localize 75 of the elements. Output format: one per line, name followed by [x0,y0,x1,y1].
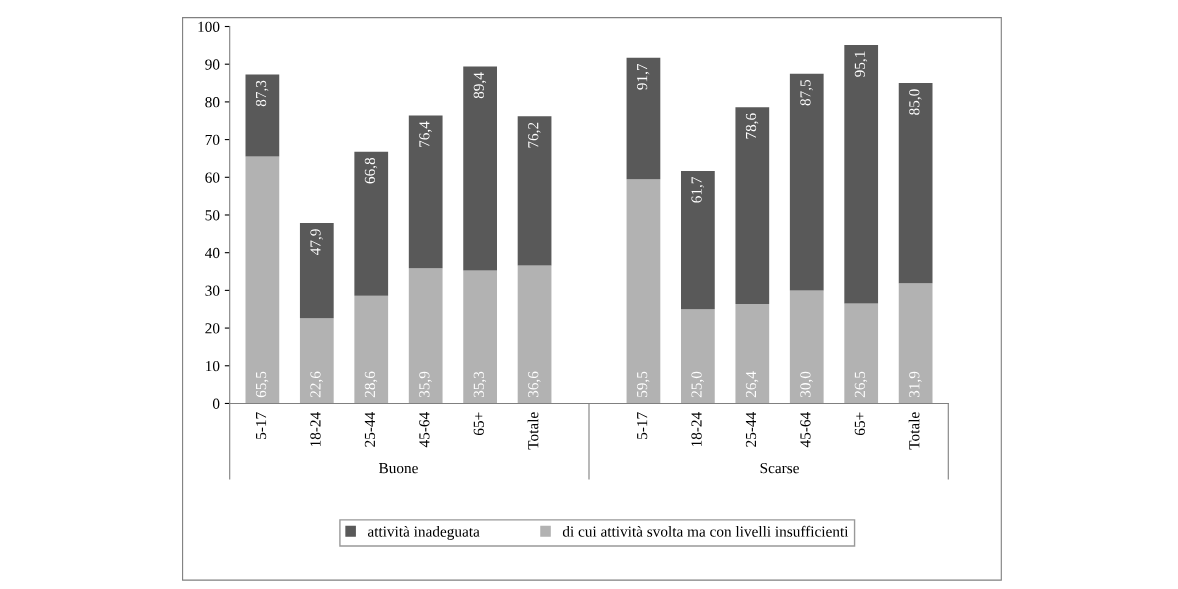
y-tick-label: 20 [205,323,220,334]
data-label: 35,3 [473,371,487,398]
data-label: 22,6 [310,371,323,398]
x-tick-label: 5-17 [255,412,267,439]
y-tick-label: 80 [205,97,220,108]
data-label: 31,9 [909,371,922,398]
x-tick-label: 25-44 [364,412,376,447]
bar [408,268,443,404]
bar [844,44,879,304]
bar [626,179,661,404]
x-tick-label: Totale [908,412,920,450]
data-label: 59,5 [636,371,650,397]
total-label: 95,1 [854,51,868,77]
data-label: 30,0 [800,371,813,398]
x-tick-label: 65+ [854,412,866,436]
bar [789,73,824,291]
total-label: 47,9 [310,229,323,255]
bar [789,290,824,404]
total-label: 76,4 [419,121,432,147]
data-label: 65,5 [255,371,269,398]
bar [299,318,334,404]
bar [354,295,389,404]
text: Buone [378,463,418,474]
x-tick-label: 18-24 [310,412,321,447]
total-label: 66,8 [364,157,378,184]
x-tick-label: 45-64 [800,412,811,448]
y-tick-label: 40 [205,247,220,259]
bar [898,283,933,404]
bar [517,265,552,404]
x-tick-label: 45-64 [419,412,430,448]
x-tick-label: 25-44 [745,412,757,447]
y-tick-label: 60 [205,172,220,183]
y-tick-label: 90 [205,59,220,70]
bar [735,107,770,304]
bar [463,270,497,404]
y-tick-label: 0 [212,398,220,409]
data-label: 26,4 [745,371,759,398]
total-label: 85,0 [909,89,922,115]
total-label: 89,4 [473,72,487,99]
legend-label: attività inadeguata [367,525,480,540]
bar [898,83,933,284]
total-label: 61,7 [691,176,704,203]
y-tick-label: 30 [205,285,220,296]
bar [299,222,334,319]
text: Scarse [760,462,799,474]
data-label: 36,6 [528,371,541,398]
bar [463,66,497,271]
total-label: 76,2 [528,122,541,148]
data-label: 35,9 [419,371,432,398]
bar [245,74,280,157]
bar [354,151,389,296]
data-label: 25,0 [691,371,704,398]
x-tick-label: 65+ [473,412,484,436]
total-label: 91,7 [636,63,650,90]
total-label: 87,5 [800,79,813,106]
y-tick-label: 50 [205,210,220,221]
y-tick-label: 70 [205,134,220,146]
y-tick-label: 100 [198,21,220,32]
bar [844,303,879,404]
x-tick-label: 5-17 [637,412,648,439]
x-tick-label: 18-24 [691,412,702,447]
data-label: 28,6 [364,371,378,398]
bar [626,57,661,180]
x-tick-label: Totale [527,412,539,450]
bar [245,156,280,404]
total-label: 78,6 [745,113,759,139]
data-label: 26,5 [854,371,868,398]
bar [735,303,770,404]
total-label: 87,3 [255,80,269,107]
legend-label: di cui attività svolta ma con livelli insufficienti [562,525,849,537]
bar [681,309,715,404]
bar [408,115,443,269]
bar [517,116,552,266]
y-tick-label: 10 [206,360,220,372]
bar [681,170,715,310]
